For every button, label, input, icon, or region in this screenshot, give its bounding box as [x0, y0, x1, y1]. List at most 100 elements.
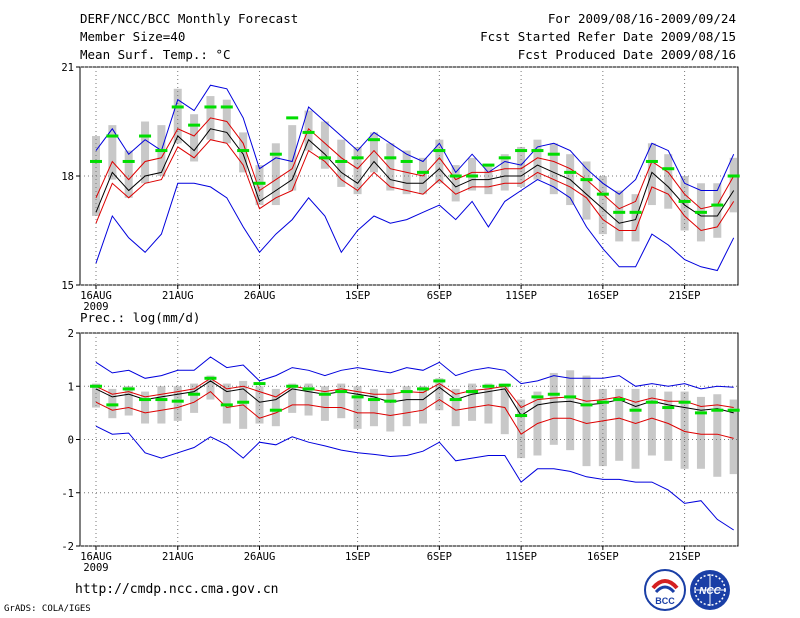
spread-box [402, 386, 411, 427]
spread-box [353, 146, 362, 195]
spread-box [468, 157, 477, 191]
spread-box [190, 114, 199, 162]
spread-box [615, 388, 624, 461]
spread-box [549, 372, 558, 445]
median-marker [122, 387, 135, 391]
spread-box [173, 386, 182, 421]
spread-box [288, 383, 297, 413]
spread-box [255, 165, 264, 206]
y-tick-label: 15 [61, 280, 74, 292]
median-marker [384, 399, 397, 403]
median-marker [400, 390, 413, 394]
median-marker [384, 156, 397, 160]
median-marker [466, 390, 479, 394]
series-line-mean [95, 380, 734, 417]
median-marker [253, 181, 266, 185]
median-marker [531, 395, 544, 399]
spread-box [108, 125, 117, 180]
x-tick-label: 6SEP [427, 290, 452, 302]
median-marker [90, 159, 102, 163]
spread-box [664, 154, 673, 209]
median-marker [645, 159, 658, 163]
median-marker [711, 203, 724, 207]
median-marker [220, 105, 233, 109]
ncc-logo: NCC [690, 570, 730, 610]
spread-box [304, 110, 313, 151]
spread-box [419, 386, 427, 424]
median-marker [286, 384, 299, 388]
median-marker [367, 398, 380, 402]
median-marker [90, 384, 102, 388]
spread-box [369, 132, 378, 173]
median-marker [286, 116, 299, 120]
spread-box [729, 157, 738, 213]
y-tick-label: 2 [68, 328, 74, 340]
forecast-period-label: For 2009/08/16-2009/09/24 [547, 11, 736, 26]
x-tick-label: 6SEP [427, 551, 452, 563]
median-marker [237, 400, 250, 404]
x-tick-label: 21SEP [669, 290, 701, 302]
median-marker [727, 174, 740, 178]
spread-box [517, 146, 526, 187]
median-marker [613, 398, 626, 402]
bcc-logo: BCC [644, 569, 686, 611]
spread-box [696, 396, 705, 469]
y-tick-label: -2 [61, 541, 74, 553]
spread-box [500, 383, 509, 435]
spread-box [435, 378, 444, 411]
median-marker [678, 400, 691, 404]
spread-box [549, 143, 558, 195]
bottom-panel-variable-label: Prec.: log(mm/d) [80, 310, 201, 325]
spread-box [386, 143, 395, 191]
median-marker [727, 408, 740, 412]
median-marker [498, 383, 511, 387]
series-line-q3 [95, 117, 735, 210]
median-marker [188, 123, 201, 127]
median-marker [449, 174, 462, 178]
series-line-max [95, 84, 735, 195]
y-tick-label: -1 [61, 488, 74, 500]
spread-box [271, 143, 280, 206]
spread-box [664, 391, 673, 461]
median-marker [269, 408, 282, 412]
median-marker [237, 149, 250, 153]
x-tick-label: 21AUG [162, 290, 194, 302]
median-marker [204, 376, 217, 380]
x-tick-label: 16SEP [587, 551, 619, 563]
series-line-mean [95, 128, 735, 224]
median-marker [335, 390, 348, 394]
spread-box [631, 194, 640, 242]
median-marker [122, 159, 135, 163]
x-tick-label: 16AUG [80, 290, 112, 302]
spread-box [239, 132, 248, 173]
x-tick-label: 11SEP [505, 290, 537, 302]
chart-title: DERF/NCC/BCC Monthly Forecast [80, 11, 299, 26]
median-marker [400, 159, 413, 163]
spread-box [647, 388, 656, 456]
x-tick-label: 16SEP [587, 290, 619, 302]
spread-box [598, 176, 607, 235]
spread-box [582, 161, 591, 220]
spread-box [729, 399, 738, 475]
median-marker [515, 414, 528, 418]
median-marker [188, 392, 201, 396]
spread-box [337, 139, 346, 187]
x-year-label: 2009 [83, 301, 108, 313]
member-size-label: Member Size=40 [80, 29, 186, 44]
spread-box [484, 383, 493, 424]
median-marker [711, 408, 724, 412]
x-tick-label: 26AUG [244, 290, 276, 302]
median-marker [318, 156, 331, 160]
median-marker [351, 156, 364, 160]
median-marker [580, 403, 593, 407]
spread-box [631, 388, 640, 469]
source-url-link[interactable]: http://cmdp.ncc.cma.gov.cn [75, 582, 279, 597]
median-marker [106, 403, 119, 407]
median-marker [139, 398, 152, 402]
spread-box [288, 125, 297, 191]
spread-box [680, 391, 689, 469]
spread-box [386, 388, 395, 432]
series-line-max [95, 356, 734, 390]
y-tick-label: 1 [68, 381, 74, 393]
median-marker [629, 408, 642, 412]
